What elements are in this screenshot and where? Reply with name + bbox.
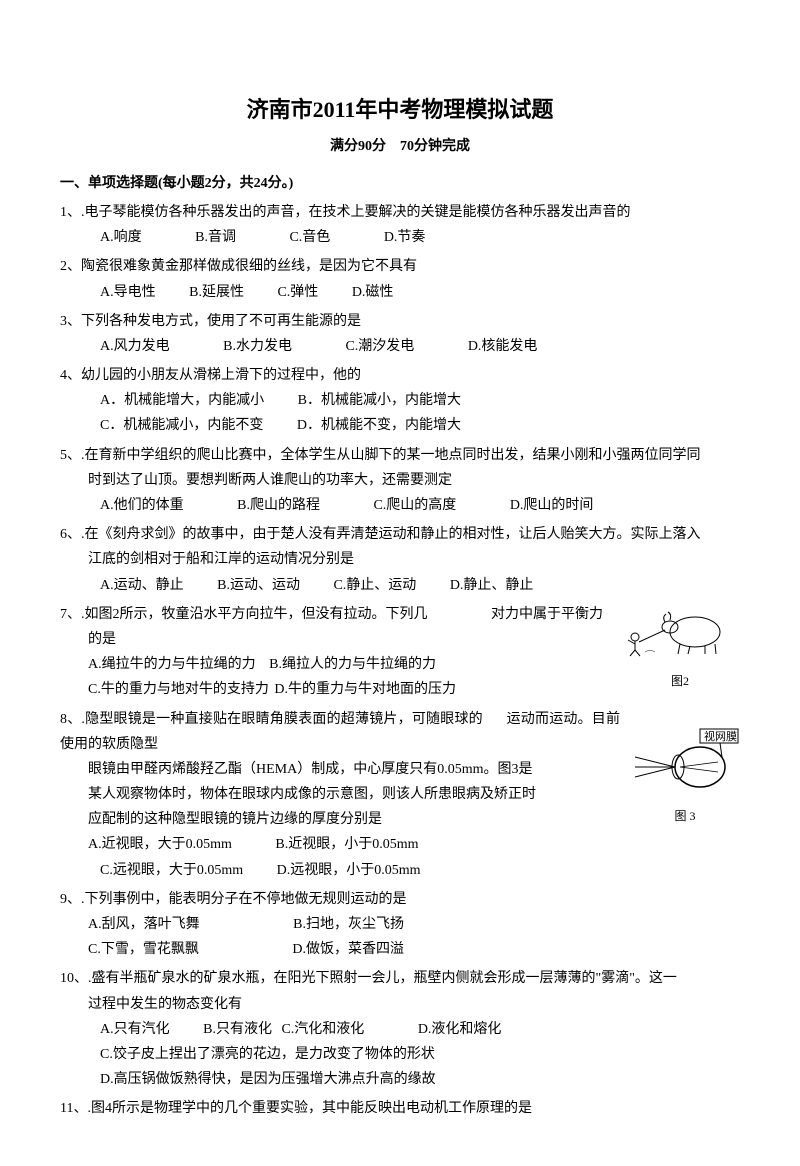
option-b: B.绳拉人的力与牛拉绳的力 [269, 657, 436, 672]
question-11: 11、.图4所示是物理学中的几个重要实验，其中能反映出电动机工作原理的是 [60, 1096, 740, 1121]
question-options: C.远视眼，大于0.05mm D.远视眼，小于0.05mm [60, 858, 740, 883]
option-c: C.下雪，雪花飘飘 [88, 942, 199, 957]
option-c: C．机械能减小，内能不变 [100, 418, 263, 433]
option-c: C.弹性 [277, 280, 318, 305]
option-b: B.音调 [195, 225, 236, 250]
option-d: D.液化和熔化 [418, 1022, 502, 1037]
question-8: 视网膜 图 3 8、.隐型眼镜是一种直接贴在眼睛角膜表面的超薄镜片，可随眼球的 … [60, 707, 740, 883]
figure-2-label: 图2 [620, 671, 740, 693]
option-b: B.爬山的路程 [237, 493, 320, 518]
option-a: A.近视眼，大于0.05mm [88, 837, 232, 852]
question-options: A．机械能增大，内能减小 B．机械能减小，内能增大 [60, 388, 740, 413]
option-d: D.节奏 [384, 225, 426, 250]
option-a: A.响度 [100, 225, 142, 250]
option-extra-c: C.饺子皮上捏出了漂亮的花边，是力改变了物体的形状 [60, 1042, 740, 1067]
option-d: D.核能发电 [468, 334, 538, 359]
question-5: 5、.在育新中学组织的爬山比赛中，全体学生从山脚下的某一地点同时出发，结果小刚和… [60, 443, 740, 519]
option-b: B.水力发电 [223, 334, 292, 359]
annotation-text: 视网膜 [704, 729, 737, 743]
option-a: A.只有汽化 [100, 1022, 170, 1037]
question-options: C．机械能减小，内能不变 D．机械能不变，内能增大 [60, 413, 740, 438]
section-1-header: 一、单项选择题(每小题2分，共24分。) [60, 171, 740, 196]
question-options: A.刮风，落叶飞舞 B.扫地，灰尘飞扬 [60, 912, 740, 937]
question-10: 10、.盛有半瓶矿泉水的矿泉水瓶，在阳光下照射一会儿，瓶壁内侧就会形成一层薄薄的… [60, 966, 740, 1092]
figure-2-cow: 图2 [620, 602, 740, 693]
question-text: 9、.下列事例中，能表明分子在不停地做无规则运动的是 [60, 887, 740, 912]
option-b: B.延展性 [189, 280, 244, 305]
question-options: A.导电性 B.延展性 C.弹性 D.磁性 [60, 280, 740, 305]
question-3: 3、下列各种发电方式，使用了不可再生能源的是 A.风力发电 B.水力发电 C.潮… [60, 309, 740, 359]
question-text-cont: 过程中发生的物态变化有 [60, 992, 740, 1017]
question-options: A.只有汽化 B.只有液化 C.汽化和液化 D.液化和熔化 [60, 1017, 740, 1042]
question-2: 2、陶瓷很难象黄金那样做成很细的丝线，是因为它不具有 A.导电性 B.延展性 C… [60, 254, 740, 304]
question-6: 6、.在《刻舟求剑》的故事中，由于楚人没有弄清楚运动和静止的相对性，让后人贻笑大… [60, 522, 740, 598]
option-b: B．机械能减小，内能增大 [298, 393, 461, 408]
option-a: A.风力发电 [100, 334, 170, 359]
question-options: A.他们的体重 B.爬山的路程 C.爬山的高度 D.爬山的时间 [60, 493, 740, 518]
question-text: 1、.电子琴能模仿各种乐器发出的声音，在技术上要解决的关键是能模仿各种乐器发出声… [60, 200, 740, 225]
option-b: B.近视眼，小于0.05mm [275, 837, 418, 852]
question-options: A.近视眼，大于0.05mm B.近视眼，小于0.05mm [60, 832, 740, 857]
question-options: A.风力发电 B.水力发电 C.潮汐发电 D.核能发电 [60, 334, 740, 359]
option-d: D.爬山的时间 [510, 493, 594, 518]
option-a: A.导电性 [100, 280, 156, 305]
option-d: D．机械能不变，内能增大 [297, 418, 461, 433]
question-text: 2、陶瓷很难象黄金那样做成很细的丝线，是因为它不具有 [60, 254, 740, 279]
question-text: 4、幼儿园的小朋友从滑梯上滑下的过程中，他的 [60, 363, 740, 388]
option-a: A.他们的体重 [100, 493, 184, 518]
option-c: C.远视眼，大于0.05mm [100, 863, 243, 878]
question-text: 3、下列各种发电方式，使用了不可再生能源的是 [60, 309, 740, 334]
option-c: C.汽化和液化 [281, 1022, 364, 1037]
option-a: A.运动、静止 [100, 573, 184, 598]
question-options: A.运动、静止 B.运动、运动 C.静止、运动 D.静止、静止 [60, 573, 740, 598]
exam-title: 济南市2011年中考物理模拟试题 [60, 90, 740, 130]
option-d: D.牛的重力与牛对地面的压力 [274, 682, 456, 697]
option-c: C.潮汐发电 [345, 334, 414, 359]
question-options: A.响度 B.音调 C.音色 D.节奏 [60, 225, 740, 250]
option-c: C.静止、运动 [333, 573, 416, 598]
option-d: D.远视眼，小于0.05mm [277, 863, 421, 878]
option-b: B.运动、运动 [217, 573, 300, 598]
option-d: D.磁性 [352, 280, 394, 305]
question-text: 11、.图4所示是物理学中的几个重要实验，其中能反映出电动机工作原理的是 [60, 1096, 740, 1121]
question-4: 4、幼儿园的小朋友从滑梯上滑下的过程中，他的 A．机械能增大，内能减小 B．机械… [60, 363, 740, 439]
question-1: 1、.电子琴能模仿各种乐器发出的声音，在技术上要解决的关键是能模仿各种乐器发出声… [60, 200, 740, 250]
option-c: C.音色 [289, 225, 330, 250]
question-9: 9、.下列事例中，能表明分子在不停地做无规则运动的是 A.刮风，落叶飞舞 B.扫… [60, 887, 740, 963]
question-text-cont: 时到达了山顶。要想判断两人谁爬山的功率大，还需要测定 [60, 468, 740, 493]
option-d: D.做饭，菜香四溢 [292, 942, 404, 957]
question-text: 6、.在《刻舟求剑》的故事中，由于楚人没有弄清楚运动和静止的相对性，让后人贻笑大… [60, 522, 740, 547]
exam-subtitle: 满分90分 70分钟完成 [60, 134, 740, 159]
option-b: B.只有液化 [203, 1022, 272, 1037]
figure-3-eye: 视网膜 图 3 [630, 727, 740, 828]
option-c: C.爬山的高度 [373, 493, 456, 518]
option-c: C.牛的重力与地对牛的支持力 [88, 682, 269, 697]
option-a: A.刮风，落叶飞舞 [88, 917, 200, 932]
option-b: B.扫地，灰尘飞扬 [293, 917, 404, 932]
question-text-cont: 江底的剑相对于船和江岸的运动情况分别是 [60, 547, 740, 572]
figure-3-label: 图 3 [630, 806, 740, 828]
question-7: 图2 7、.如图2所示，牧童沿水平方向拉牛，但没有拉动。下列几 对力中属于平衡力… [60, 602, 740, 703]
question-options: C.下雪，雪花飘飘 D.做饭，菜香四溢 [60, 937, 740, 962]
option-a: A.绳拉牛的力与牛拉绳的力 [88, 657, 256, 672]
option-extra-d: D.高压锅做饭熟得快，是因为压强增大沸点升高的缘故 [60, 1067, 740, 1092]
question-text: 10、.盛有半瓶矿泉水的矿泉水瓶，在阳光下照射一会儿，瓶壁内侧就会形成一层薄薄的… [60, 966, 740, 991]
option-a: A．机械能增大，内能减小 [100, 393, 264, 408]
option-d: D.静止、静止 [450, 573, 534, 598]
question-text: 5、.在育新中学组织的爬山比赛中，全体学生从山脚下的某一地点同时出发，结果小刚和… [60, 443, 740, 468]
